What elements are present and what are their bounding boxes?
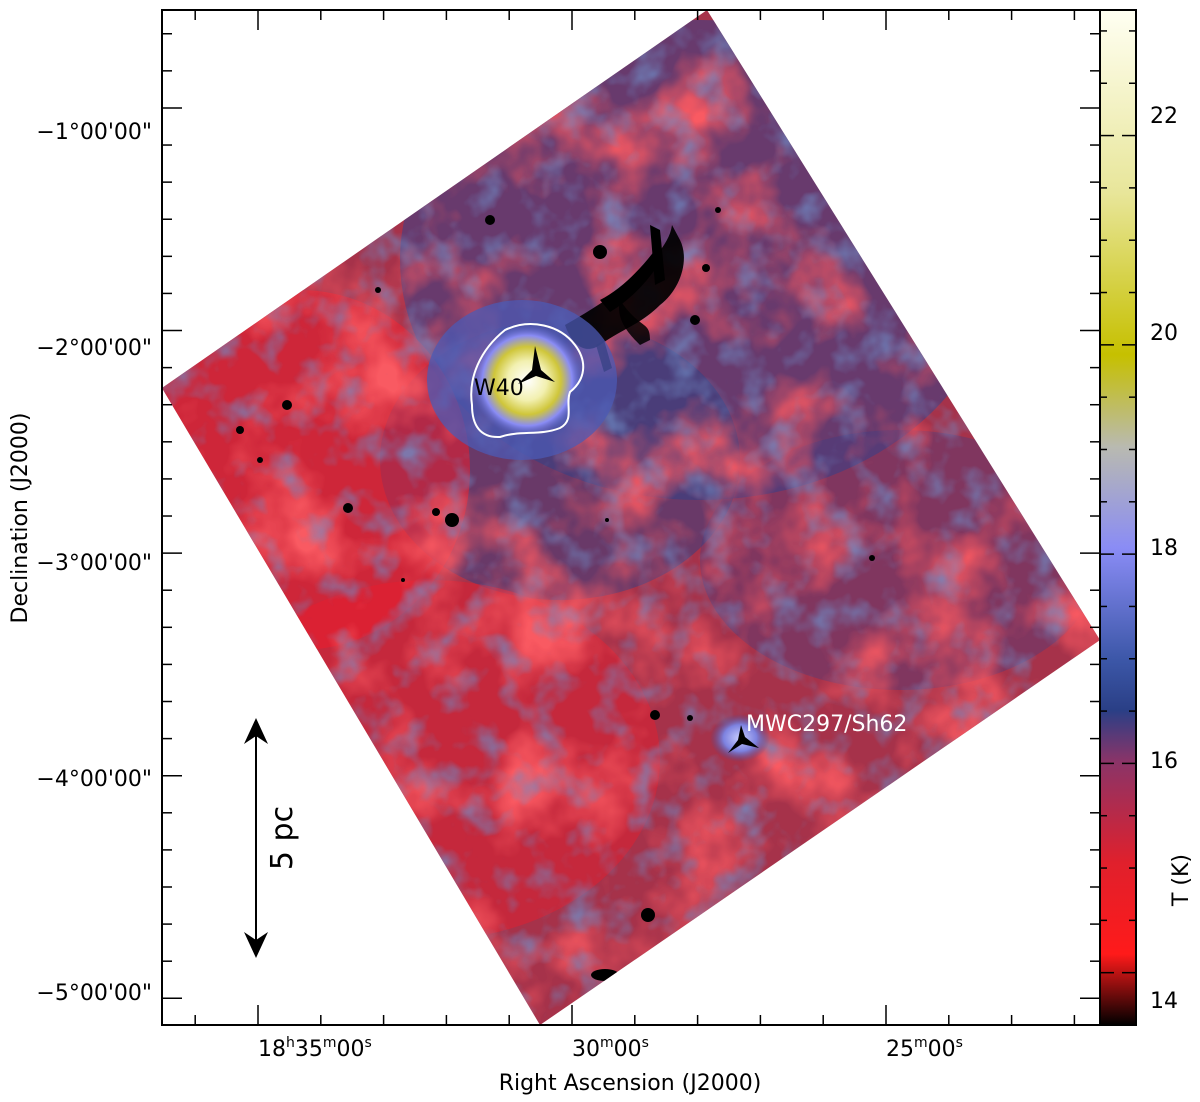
y-tick-label: −5°00'00" — [36, 981, 152, 1006]
x-tick-label: 30m00s — [572, 1035, 649, 1062]
x-tick-label: 25m00s — [886, 1035, 963, 1062]
w40-marker: W40 — [474, 346, 555, 401]
w40-label: W40 — [474, 376, 524, 401]
w40-hot-core — [470, 323, 585, 439]
colorbar-tick-label: 18 — [1150, 536, 1178, 561]
y-tick-labels: −1°00'00" −2°00'00" −3°00'00" −4°00'00" … — [36, 120, 152, 1006]
three-point-star-icon — [728, 725, 759, 753]
colorbar-tick-label: 14 — [1150, 989, 1178, 1014]
y-tick-label: −2°00'00" — [36, 336, 152, 361]
y-tick-label: −1°00'00" — [36, 120, 152, 145]
colorbar-gradient — [1099, 9, 1137, 1026]
scale-bar: 5 pc — [244, 718, 300, 958]
y-axis-title: Declination (J2000) — [8, 413, 33, 624]
mwc297-label: MWC297/Sh62 — [746, 712, 907, 737]
colorbar: 14 16 18 20 22 T (K) — [1099, 9, 1194, 1026]
mwc297-marker: MWC297/Sh62 — [728, 712, 907, 753]
cold-filaments — [236, 33, 875, 981]
arrow-down-icon — [244, 932, 268, 958]
y-tick-label: −3°00'00" — [36, 551, 152, 576]
x-tick-labels: 18h35m00s 30m00s 25m00s — [258, 1035, 963, 1062]
frame-ticks — [162, 10, 1100, 1025]
colorbar-tick-label: 20 — [1150, 321, 1178, 346]
colorbar-tick-label: 16 — [1150, 749, 1178, 774]
y-tick-label: −4°00'00" — [36, 767, 152, 792]
scale-bar-label: 5 pc — [265, 806, 300, 870]
x-tick-label: 18h35m00s — [258, 1035, 372, 1062]
arrow-up-icon — [244, 718, 268, 744]
colorbar-ticks — [1100, 30, 1136, 974]
x-axis-title: Right Ascension (J2000) — [499, 1071, 762, 1096]
three-point-star-icon — [518, 346, 555, 384]
heatmap-image — [162, 10, 1100, 1025]
colorbar-tick-label: 22 — [1150, 104, 1178, 129]
noise-blue-layer — [162, 10, 1100, 1025]
colorbar-title: T (K) — [1169, 854, 1194, 907]
